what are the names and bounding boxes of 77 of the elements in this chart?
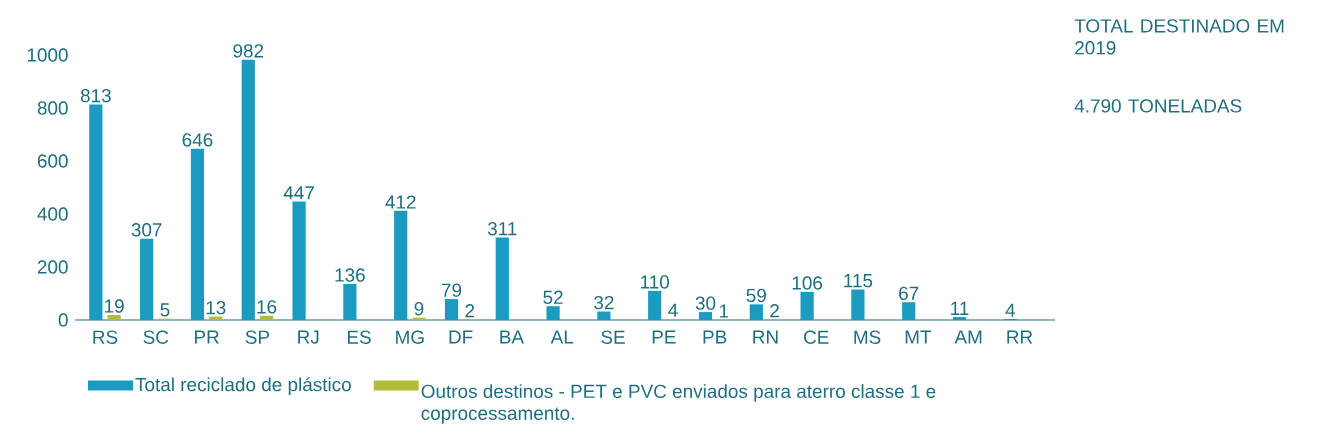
data-label: 4 <box>1005 303 1016 317</box>
data-label: 11 <box>951 301 969 315</box>
text: 4.790 TONELADAS <box>1074 99 1242 113</box>
data-label: 447 <box>283 186 314 200</box>
x-tick-label: SC <box>143 330 169 344</box>
data-label: 52 <box>543 290 563 305</box>
data-label: 311 <box>487 221 517 236</box>
bar <box>597 311 611 320</box>
data-label: 19 <box>105 299 124 313</box>
data-label: 646 <box>182 133 213 147</box>
x-tick-label: PE <box>652 330 676 344</box>
y-tick-label: 1000 <box>27 48 68 62</box>
legend-label: Total reciclado de plástico <box>135 377 351 396</box>
data-label: 2 <box>465 304 475 318</box>
text: TOTAL DESTINADO EM 2019 <box>1074 19 1284 55</box>
y-tick-label: 400 <box>37 207 68 221</box>
x-tick-label: RN <box>753 330 778 344</box>
data-label: 110 <box>641 275 670 289</box>
data-label: 307 <box>131 223 162 237</box>
bar <box>902 302 916 320</box>
bar <box>851 289 865 320</box>
data-label: 32 <box>594 295 614 310</box>
bar <box>89 104 103 320</box>
bar <box>259 315 274 320</box>
x-tick-label: MT <box>905 330 932 344</box>
x-tick-label: PB <box>703 330 727 344</box>
data-label: 115 <box>844 274 873 288</box>
bar <box>343 283 357 320</box>
data-label: 16 <box>257 300 277 314</box>
x-tick-label: BA <box>500 330 525 344</box>
data-label: 813 <box>80 88 111 103</box>
x-tick-label: RR <box>1007 330 1033 344</box>
bar <box>495 237 509 320</box>
data-label: 106 <box>792 276 823 290</box>
data-label: 67 <box>899 286 919 301</box>
y-tick-label: 800 <box>37 101 68 115</box>
bar <box>698 312 713 320</box>
data-label: 4 <box>668 303 678 317</box>
data-label: 30 <box>695 296 716 310</box>
y-tick-label: 200 <box>37 260 68 274</box>
data-label: 982 <box>233 44 264 58</box>
bar <box>546 306 560 320</box>
data-label: 13 <box>206 300 226 315</box>
data-label: 9 <box>414 302 424 316</box>
data-label: 1 <box>719 304 729 318</box>
x-tick-label: DF <box>449 330 473 344</box>
x-tick-label: AM <box>954 330 982 344</box>
x-tick-label: MG <box>396 330 424 344</box>
data-label: 412 <box>385 195 416 209</box>
data-label: 5 <box>160 303 170 317</box>
y-tick-label: 0 <box>58 313 68 327</box>
bar <box>190 148 205 320</box>
bar <box>648 290 662 320</box>
x-tick-label: RS <box>93 330 118 344</box>
bar <box>952 317 967 320</box>
x-tick-label: MS <box>854 330 881 344</box>
x-tick-label: CE <box>804 330 829 344</box>
data-label: 2 <box>770 304 779 318</box>
bar <box>241 59 255 320</box>
x-tick-label: SE <box>601 330 625 344</box>
bar <box>140 238 154 320</box>
data-label: 136 <box>335 268 365 282</box>
x-tick-label: AL <box>550 330 574 344</box>
bar <box>800 291 814 320</box>
x-tick-label: SP <box>245 330 270 344</box>
legend-label: Outros destinos - PET e PVC enviados para aterro classe 1 e coprocessamento. <box>421 384 936 424</box>
y-tick-label: 600 <box>37 154 68 168</box>
x-tick-label: RJ <box>298 330 319 344</box>
data-label: 59 <box>746 288 766 303</box>
bar <box>444 299 459 320</box>
bar <box>749 304 763 320</box>
data-label: 79 <box>441 283 462 297</box>
bar <box>107 314 121 320</box>
x-tick-label: PR <box>195 330 219 344</box>
x-tick-label: ES <box>347 330 371 344</box>
bar <box>292 201 306 320</box>
bar <box>394 210 408 320</box>
